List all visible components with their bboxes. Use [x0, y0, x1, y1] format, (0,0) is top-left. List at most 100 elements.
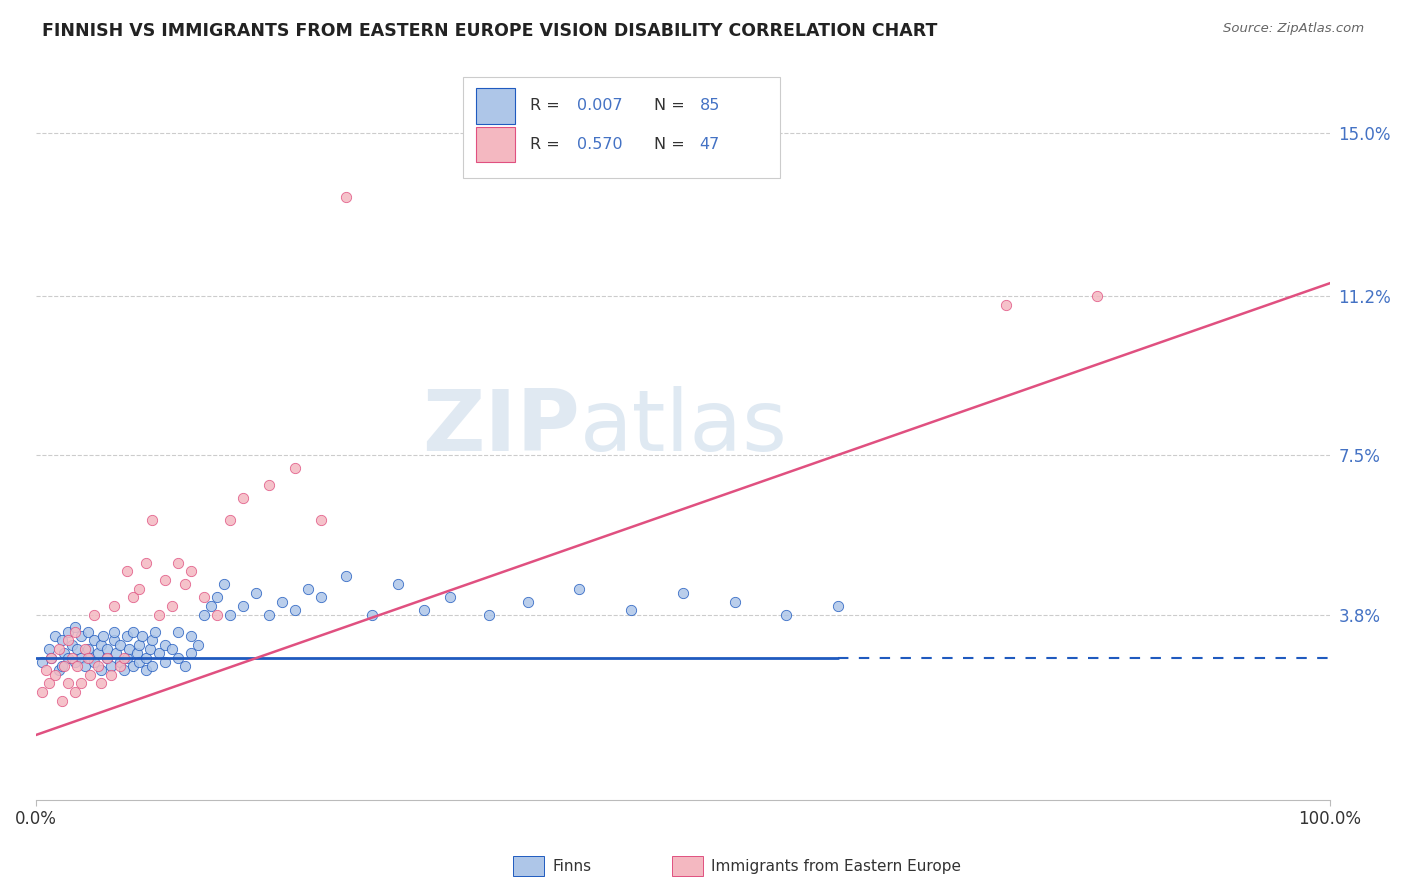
Point [155, 655, 177, 669]
Point [135, 556, 157, 570]
Point [270, 594, 292, 608]
Point [70, 650, 93, 665]
Text: N =: N = [654, 98, 690, 113]
Point [112, 650, 135, 665]
Point [173, 659, 195, 673]
Point [115, 650, 138, 665]
Point [212, 577, 235, 591]
Point [232, 491, 254, 506]
Point [122, 591, 145, 605]
Point [173, 577, 195, 591]
Point [724, 594, 747, 608]
Point [160, 599, 183, 613]
Point [58, 650, 80, 665]
Point [103, 624, 125, 639]
Point [155, 573, 177, 587]
Point [439, 591, 461, 605]
Point [79, 667, 101, 681]
Point [128, 582, 150, 596]
Point [135, 664, 157, 678]
Point [44, 629, 66, 643]
Point [620, 603, 643, 617]
Point [108, 638, 131, 652]
Point [53, 659, 76, 673]
Point [232, 599, 254, 613]
Point [76, 641, 98, 656]
Point [108, 659, 131, 673]
Point [118, 641, 141, 656]
Point [31, 655, 53, 669]
Point [115, 565, 138, 579]
Point [41, 650, 63, 665]
Point [128, 638, 150, 652]
FancyBboxPatch shape [475, 88, 515, 124]
Point [60, 650, 83, 665]
Point [361, 607, 384, 622]
Point [44, 667, 66, 681]
Point [41, 650, 63, 665]
Point [53, 646, 76, 660]
Point [38, 676, 60, 690]
Point [309, 591, 332, 605]
Point [309, 513, 332, 527]
Point [187, 638, 209, 652]
Point [122, 624, 145, 639]
Point [83, 607, 105, 622]
Point [103, 599, 125, 613]
Point [219, 607, 242, 622]
Point [335, 568, 357, 582]
Point [51, 693, 73, 707]
Point [100, 667, 122, 681]
Point [200, 599, 222, 613]
Point [63, 624, 86, 639]
Point [70, 676, 93, 690]
Point [141, 659, 163, 673]
Point [568, 582, 591, 596]
Point [193, 607, 215, 622]
Point [180, 646, 202, 660]
Text: atlas: atlas [579, 386, 787, 469]
Point [63, 655, 86, 669]
Point [335, 190, 357, 204]
Point [131, 629, 153, 643]
Point [70, 629, 93, 643]
Point [387, 577, 409, 591]
Text: Immigrants from Eastern Europe: Immigrants from Eastern Europe [711, 859, 962, 873]
Point [148, 646, 170, 660]
Point [1085, 289, 1108, 303]
Point [108, 655, 131, 669]
Point [63, 685, 86, 699]
Point [112, 664, 135, 678]
Point [193, 591, 215, 605]
Point [257, 478, 280, 492]
Point [76, 624, 98, 639]
Point [31, 685, 53, 699]
Point [139, 641, 162, 656]
Text: 85: 85 [700, 98, 720, 113]
FancyBboxPatch shape [463, 78, 780, 178]
Point [51, 633, 73, 648]
Point [160, 641, 183, 656]
Text: N =: N = [654, 137, 690, 152]
Point [83, 633, 105, 648]
Point [87, 659, 110, 673]
Point [76, 650, 98, 665]
Point [125, 646, 148, 660]
Point [38, 641, 60, 656]
Point [96, 650, 118, 665]
Point [115, 629, 138, 643]
Point [48, 641, 70, 656]
Point [672, 586, 695, 600]
Point [180, 565, 202, 579]
FancyBboxPatch shape [475, 127, 515, 162]
Point [48, 664, 70, 678]
Point [180, 629, 202, 643]
Point [141, 513, 163, 527]
Point [122, 659, 145, 673]
Point [63, 620, 86, 634]
Point [297, 582, 319, 596]
Point [51, 659, 73, 673]
Point [478, 607, 501, 622]
Point [103, 633, 125, 648]
Point [75, 641, 97, 656]
